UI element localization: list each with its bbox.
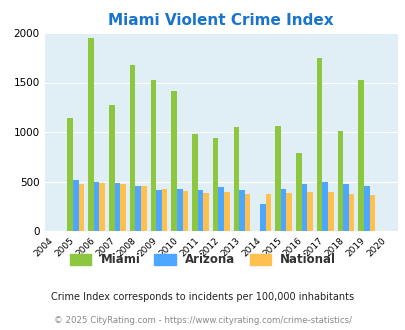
Bar: [348, 194, 354, 231]
Bar: [73, 180, 79, 231]
Bar: [316, 58, 322, 231]
Bar: [141, 186, 146, 231]
Bar: [224, 192, 229, 231]
Legend: Miami, Arizona, National: Miami, Arizona, National: [70, 253, 335, 266]
Bar: [192, 135, 197, 231]
Bar: [161, 189, 167, 231]
Bar: [99, 183, 105, 231]
Bar: [171, 91, 177, 231]
Bar: [275, 126, 280, 231]
Bar: [94, 182, 99, 231]
Bar: [265, 194, 271, 231]
Bar: [197, 190, 203, 231]
Bar: [114, 183, 120, 231]
Bar: [67, 118, 73, 231]
Bar: [203, 193, 209, 231]
Bar: [156, 190, 161, 231]
Bar: [182, 191, 188, 231]
Bar: [301, 184, 307, 231]
Bar: [244, 194, 250, 231]
Bar: [233, 127, 239, 231]
Text: Crime Index corresponds to incidents per 100,000 inhabitants: Crime Index corresponds to incidents per…: [51, 292, 354, 302]
Bar: [358, 80, 363, 231]
Bar: [322, 182, 327, 231]
Bar: [88, 38, 94, 231]
Bar: [342, 184, 348, 231]
Bar: [177, 189, 182, 231]
Bar: [369, 195, 374, 231]
Bar: [150, 80, 156, 231]
Bar: [280, 189, 286, 231]
Title: Miami Violent Crime Index: Miami Violent Crime Index: [108, 13, 333, 28]
Bar: [363, 186, 369, 231]
Bar: [212, 138, 218, 231]
Bar: [218, 187, 224, 231]
Bar: [327, 192, 333, 231]
Text: © 2025 CityRating.com - https://www.cityrating.com/crime-statistics/: © 2025 CityRating.com - https://www.city…: [54, 316, 351, 325]
Bar: [79, 184, 84, 231]
Bar: [130, 65, 135, 231]
Bar: [307, 192, 312, 231]
Bar: [337, 131, 342, 231]
Bar: [259, 204, 265, 231]
Bar: [135, 186, 141, 231]
Bar: [295, 153, 301, 231]
Bar: [286, 193, 291, 231]
Bar: [120, 184, 126, 231]
Bar: [109, 105, 114, 231]
Bar: [239, 190, 244, 231]
